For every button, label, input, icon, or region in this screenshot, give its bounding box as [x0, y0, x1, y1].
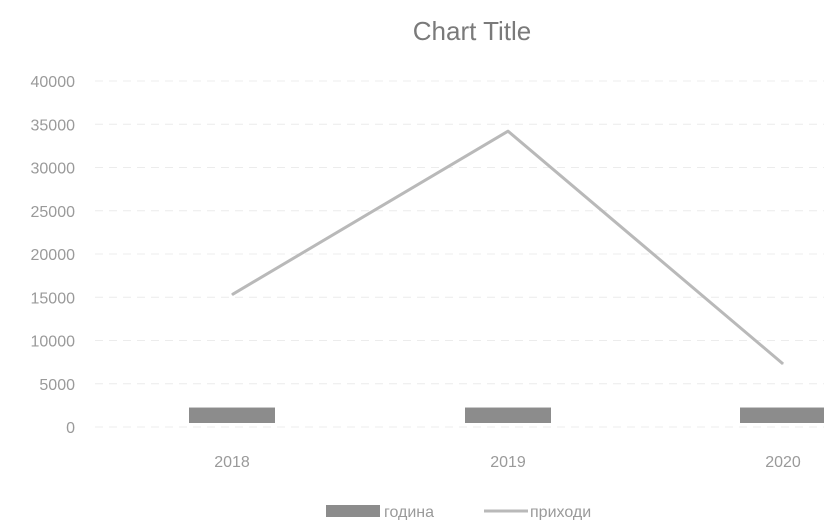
y-tick-label: 30000 — [31, 161, 76, 178]
legend: година приходи — [326, 504, 591, 521]
y-tick-label: 35000 — [31, 117, 76, 134]
line-series — [231, 129, 784, 366]
y-tick-label: 25000 — [31, 204, 76, 221]
bar — [189, 407, 275, 423]
y-tick-label: 15000 — [31, 290, 76, 307]
line-series-path — [231, 129, 784, 366]
y-tick-label: 20000 — [31, 247, 76, 264]
x-axis-ticks: 2018 2019 2020 — [214, 454, 801, 471]
y-axis-ticks: 0 5000 10000 15000 20000 25000 30000 35000 40000 — [31, 74, 76, 437]
x-tick-label: 2020 — [765, 454, 801, 471]
y-tick-label: 5000 — [39, 377, 75, 394]
legend-label-line: приходи — [530, 504, 591, 520]
bar — [465, 407, 551, 423]
y-tick-label: 10000 — [31, 334, 76, 351]
x-tick-label: 2019 — [490, 454, 526, 471]
gridlines — [95, 80, 824, 428]
x-tick-label: 2018 — [214, 454, 250, 471]
line-point — [507, 130, 509, 132]
y-tick-label: 40000 — [31, 74, 76, 91]
line-point — [231, 294, 233, 296]
legend-swatch-bar — [326, 505, 380, 517]
chart-title: Chart Title — [413, 16, 532, 46]
legend-label-bar: година — [384, 504, 434, 520]
bar — [740, 407, 824, 423]
y-tick-label: 0 — [66, 420, 75, 437]
bar-series — [189, 407, 824, 423]
line-point — [782, 363, 784, 365]
